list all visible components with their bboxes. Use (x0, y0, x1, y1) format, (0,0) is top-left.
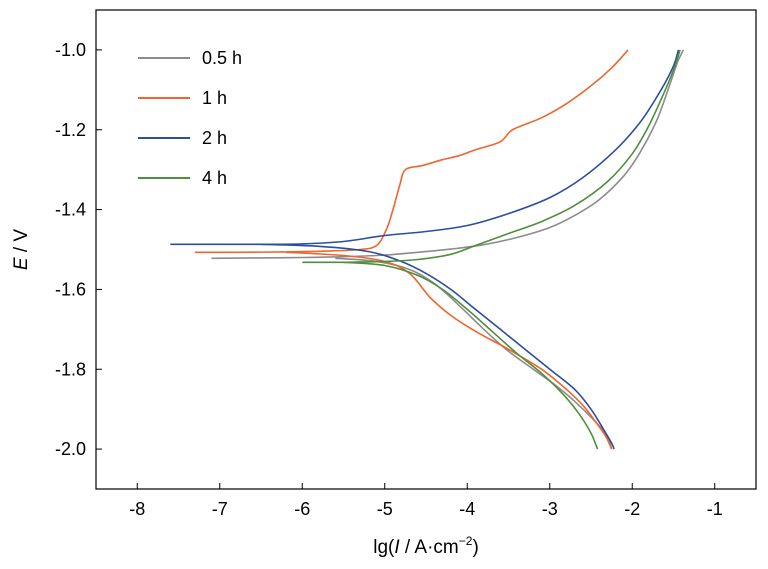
x-tick-label: -7 (212, 499, 228, 519)
legend-label: 1 h (202, 88, 227, 108)
x-tick-label: -4 (459, 499, 475, 519)
plot-frame (95, 9, 757, 490)
series-4-h-cathodic-line (343, 261, 599, 450)
legend: 0.5 h 1 h 2 h 4 h (138, 48, 242, 188)
series-1-h-cathodic-line (285, 251, 613, 450)
x-axis-title: lg(I / A·cm−2) (373, 534, 479, 558)
y-tick-label: -1.6 (55, 279, 86, 299)
series-4-h-anodic-line (302, 49, 681, 264)
legend-label: 0.5 h (202, 48, 242, 68)
legend-label: 2 h (202, 128, 227, 148)
y-tick-label: -1.8 (55, 359, 86, 379)
x-tick-label: -6 (294, 499, 310, 519)
y-tick-label: -1.0 (55, 40, 86, 60)
x-tick-label: -1 (707, 499, 723, 519)
x-tick-label: -8 (129, 499, 145, 519)
x-axis-ticks: -8 -7 -6 -5 -4 -3 -2 -1 (129, 483, 723, 519)
y-axis-ticks: -1.0 -1.2 -1.4 -1.6 -1.8 -2.0 (55, 40, 102, 459)
curves-layer (170, 49, 685, 450)
series-2-h-anodic-line (170, 49, 680, 246)
series-1-h-anodic-line (194, 49, 629, 254)
y-tick-label: -1.4 (55, 200, 86, 220)
y-tick-label: -1.2 (55, 120, 86, 140)
x-tick-label: -2 (624, 499, 640, 519)
y-tick-label: -2.0 (55, 439, 86, 459)
x-tick-label: -3 (542, 499, 558, 519)
x-tick-label: -5 (377, 499, 393, 519)
legend-label: 4 h (202, 168, 227, 188)
series-0-5-h-anodic-line (211, 49, 685, 260)
y-axis-title: E / V (11, 229, 32, 271)
series-2-h-cathodic-line (260, 243, 615, 450)
series-0-5-h-cathodic-line (335, 257, 613, 450)
